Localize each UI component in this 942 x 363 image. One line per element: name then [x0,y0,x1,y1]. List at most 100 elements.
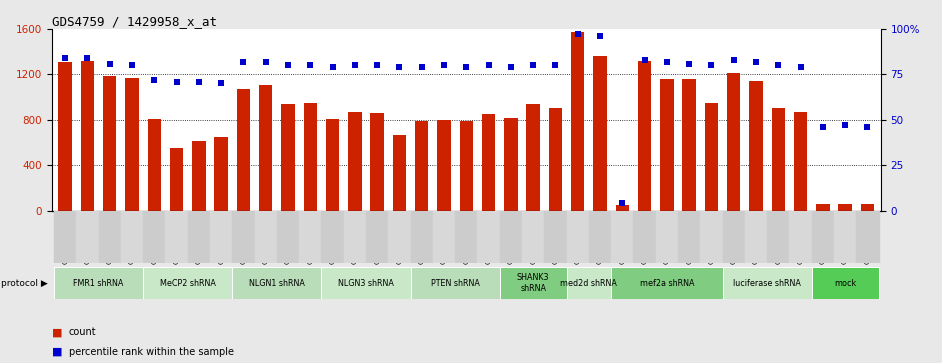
Bar [326,119,339,211]
Bar [411,211,433,263]
Point [281,62,296,68]
Bar [455,211,478,263]
Bar [544,211,566,263]
Point [147,77,162,83]
Text: protocol ▶: protocol ▶ [1,279,48,287]
Bar [522,211,544,263]
Bar [678,211,700,263]
Bar [187,211,210,263]
Bar [767,211,789,263]
Bar [660,79,674,211]
Bar [76,211,99,263]
Bar [259,85,272,211]
Point [325,64,340,70]
Bar [99,211,121,263]
Point [258,59,273,65]
Point [615,200,630,206]
Bar [103,76,117,211]
Bar [499,211,522,263]
Bar [143,268,233,299]
Bar [236,89,251,211]
Text: mef2a shRNA: mef2a shRNA [640,279,694,287]
Point [236,59,251,65]
Bar [794,112,807,211]
Bar [838,204,852,211]
Point [57,55,73,61]
Point [302,62,317,68]
Bar [393,135,406,211]
Bar [812,268,879,299]
Bar [366,211,388,263]
Bar [656,211,678,263]
Point [593,33,608,39]
Point [570,32,585,37]
Point [80,55,95,61]
Point [459,64,474,70]
Bar [210,211,233,263]
Text: GDS4759 / 1429958_x_at: GDS4759 / 1429958_x_at [52,15,217,28]
Bar [638,61,651,211]
Bar [499,268,566,299]
Point [682,61,697,66]
Bar [633,211,656,263]
Bar [125,78,138,211]
Bar [478,211,499,263]
Bar [254,211,277,263]
Point [526,62,541,68]
Bar [727,73,740,211]
Point [637,57,652,63]
Bar [282,104,295,211]
Bar [745,211,767,263]
Text: NLGN3 shRNA: NLGN3 shRNA [338,279,394,287]
Point [726,57,741,63]
Bar [58,62,72,211]
Bar [482,114,495,211]
Point [369,62,384,68]
Point [815,124,830,130]
Bar [277,211,300,263]
Bar [593,56,607,211]
Bar [812,211,834,263]
Point [392,64,407,70]
Bar [170,148,184,211]
Bar [415,121,429,211]
Bar [54,211,76,263]
Bar [771,109,785,211]
Bar [856,211,879,263]
Point [659,59,674,65]
Bar [749,81,763,211]
Bar [527,104,540,211]
Text: count: count [69,327,96,337]
Text: luciferase shRNA: luciferase shRNA [733,279,801,287]
Point [548,62,563,68]
Point [749,59,764,65]
Bar [300,211,321,263]
Point [169,79,184,85]
Bar [344,211,366,263]
Point [124,62,139,68]
Point [214,81,229,86]
Bar [233,211,254,263]
Bar [789,211,812,263]
Text: percentile rank within the sample: percentile rank within the sample [69,347,234,357]
Bar [166,211,187,263]
Point [860,124,875,130]
Text: ■: ■ [52,347,62,357]
Bar [388,211,411,263]
Bar [705,103,718,211]
Bar [571,32,584,211]
Point [103,61,118,66]
Bar [566,268,611,299]
Bar [437,120,450,211]
Bar [370,113,383,211]
Point [348,62,363,68]
Bar [349,112,362,211]
Bar [615,205,629,211]
Bar [723,211,745,263]
Bar [723,268,812,299]
Bar [303,103,317,211]
Bar [611,268,723,299]
Bar [54,268,143,299]
Bar [611,211,633,263]
Point [414,64,430,70]
